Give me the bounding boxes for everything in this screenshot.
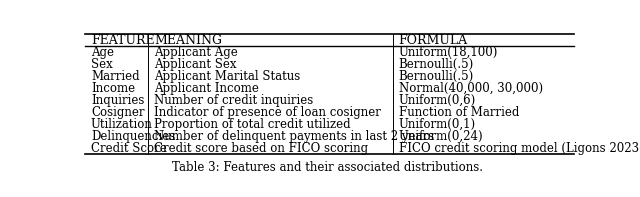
Text: Age: Age	[91, 46, 114, 59]
Text: Applicant Age: Applicant Age	[154, 46, 238, 59]
Text: Applicant Income: Applicant Income	[154, 82, 259, 95]
Text: Cosigner: Cosigner	[91, 106, 145, 119]
Text: Credit score based on FICO scoring: Credit score based on FICO scoring	[154, 142, 369, 155]
Text: FORMULA: FORMULA	[399, 34, 468, 47]
Text: Inquiries: Inquiries	[91, 94, 144, 107]
Text: Applicant Marital Status: Applicant Marital Status	[154, 70, 301, 83]
Text: Uniform(18,100): Uniform(18,100)	[399, 46, 498, 59]
Text: Table 3: Features and their associated distributions.: Table 3: Features and their associated d…	[173, 161, 483, 174]
Text: MEANING: MEANING	[154, 34, 223, 47]
Text: Bernoulli(.5): Bernoulli(.5)	[399, 58, 474, 71]
Text: Credit Score: Credit Score	[91, 142, 166, 155]
Text: Bernoulli(.5): Bernoulli(.5)	[399, 70, 474, 83]
Text: Married: Married	[91, 70, 140, 83]
Text: Applicant Sex: Applicant Sex	[154, 58, 237, 71]
Text: Proportion of total credit utilized: Proportion of total credit utilized	[154, 118, 351, 131]
Text: Function of Married: Function of Married	[399, 106, 519, 119]
Text: Income: Income	[91, 82, 135, 95]
Text: Utilization: Utilization	[91, 118, 153, 131]
Text: Indicator of presence of loan cosigner: Indicator of presence of loan cosigner	[154, 106, 381, 119]
Text: Uniform(0,1): Uniform(0,1)	[399, 118, 476, 131]
Text: Number of credit inquiries: Number of credit inquiries	[154, 94, 314, 107]
Text: FEATURE: FEATURE	[91, 34, 154, 47]
Text: Sex: Sex	[91, 58, 113, 71]
Text: Normal(40,000, 30,000): Normal(40,000, 30,000)	[399, 82, 543, 95]
Text: FICO credit scoring model (Ligons 2023): FICO credit scoring model (Ligons 2023)	[399, 142, 640, 155]
Text: Uniform(0,24): Uniform(0,24)	[399, 130, 483, 143]
Text: Number of delinquent payments in last 2 years: Number of delinquent payments in last 2 …	[154, 130, 435, 143]
Text: Delinquencies: Delinquencies	[91, 130, 175, 143]
Text: Uniform(0,6): Uniform(0,6)	[399, 94, 476, 107]
